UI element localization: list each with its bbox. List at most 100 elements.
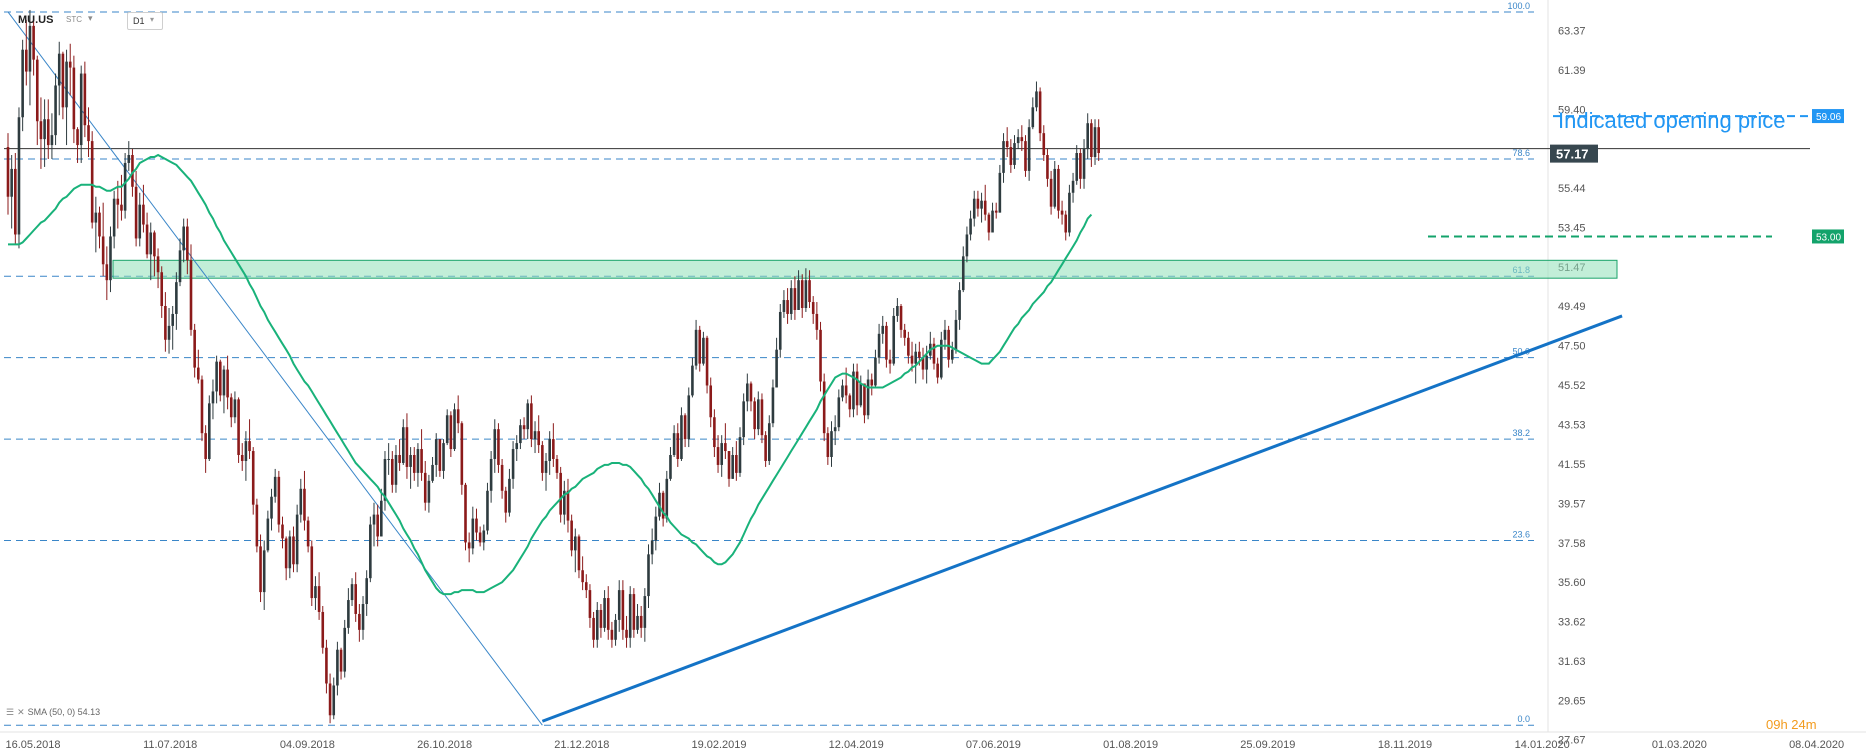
candle — [43, 99, 46, 167]
candle-body — [918, 351, 921, 358]
symbol-label[interactable]: MU.US — [18, 14, 54, 26]
candle — [149, 222, 153, 281]
candle-body — [14, 168, 17, 235]
candle — [1060, 200, 1064, 225]
settings-icon[interactable]: ☰ — [6, 707, 15, 717]
candle-body — [628, 594, 632, 638]
candle — [299, 478, 303, 523]
candle — [760, 393, 764, 444]
candle — [134, 170, 138, 247]
source-label[interactable]: STC — [66, 15, 82, 24]
candle-body — [1049, 178, 1053, 207]
candle-body — [976, 198, 980, 209]
candle — [958, 282, 961, 330]
candle-body — [434, 439, 438, 465]
candle-body — [240, 455, 244, 461]
candle-body — [885, 325, 888, 360]
candle-body — [548, 439, 551, 461]
candle-body — [577, 536, 581, 571]
candle-body — [105, 264, 109, 281]
price-tick-label: 59.40 — [1558, 104, 1586, 116]
candle — [555, 455, 559, 479]
candle — [811, 296, 815, 324]
candle-body — [149, 232, 153, 255]
candle — [482, 524, 486, 551]
candle-body — [325, 647, 328, 684]
candle-body — [76, 129, 79, 146]
candle — [416, 443, 420, 487]
candle — [822, 373, 826, 442]
time-tick-label: 19.02.2019 — [691, 739, 746, 751]
candle — [815, 302, 819, 340]
candle-body — [767, 423, 771, 461]
candle — [112, 190, 116, 249]
candle — [21, 39, 24, 132]
candle-body — [310, 546, 314, 599]
candle-body — [658, 492, 661, 517]
candle-body — [932, 343, 936, 364]
candle — [17, 107, 21, 249]
candle — [182, 218, 185, 263]
candle — [519, 419, 522, 450]
candle-body — [661, 492, 665, 519]
candle-body — [720, 443, 723, 465]
candle — [786, 288, 789, 324]
candle-body — [1002, 141, 1005, 173]
candle — [288, 530, 292, 579]
candle — [153, 230, 156, 277]
candle-body — [21, 49, 24, 118]
candle-body — [251, 451, 255, 505]
candle-body — [588, 590, 592, 618]
candle — [208, 395, 211, 461]
candle — [369, 516, 372, 583]
candle-body — [1075, 153, 1079, 181]
close-icon[interactable]: ✕ — [17, 707, 25, 717]
candle-body — [460, 423, 464, 485]
countdown-label: 09h 24m — [1766, 717, 1817, 732]
candle — [617, 580, 621, 632]
indicator-legend[interactable]: ☰ ✕ SMA (50, 0) 54.13 — [6, 707, 100, 718]
candle — [292, 526, 295, 573]
candle-body — [380, 500, 383, 537]
candle-body — [574, 536, 577, 551]
candle — [1031, 97, 1035, 130]
fib-level-label: 78.6 — [1512, 148, 1530, 158]
fib-level-label: 100.0 — [1507, 1, 1530, 11]
candle — [116, 180, 120, 229]
indicated-opening-annotation: Indicated opening price — [1558, 108, 1786, 133]
candle-body — [215, 361, 218, 392]
time-tick-label: 01.03.2020 — [1652, 739, 1707, 751]
candle — [255, 498, 259, 553]
candle-body — [819, 329, 822, 382]
price-tick-label: 35.60 — [1558, 577, 1586, 589]
candle — [680, 407, 683, 461]
candle — [625, 615, 628, 648]
candle — [493, 419, 497, 473]
candle-body — [336, 649, 339, 686]
candle-body — [423, 472, 427, 503]
timeframe-select[interactable]: D1 ▾ — [127, 12, 163, 30]
candle-body — [680, 415, 683, 459]
candle — [412, 447, 416, 481]
candle-body — [178, 250, 182, 283]
candle — [665, 470, 669, 523]
candle — [237, 397, 240, 463]
candle-body — [738, 437, 742, 473]
candle — [372, 502, 376, 547]
candle-body — [910, 355, 914, 364]
candle — [423, 460, 427, 511]
price-tick-label: 33.62 — [1558, 617, 1586, 629]
candle-body — [369, 524, 372, 579]
candle-body — [142, 204, 145, 225]
candle-body — [1016, 137, 1020, 144]
candle-body — [1035, 91, 1038, 108]
source-dropdown-icon[interactable]: ▾ — [88, 13, 93, 23]
candle-body — [497, 429, 500, 465]
candle — [87, 107, 90, 157]
candle-body — [603, 598, 606, 628]
time-tick-label: 18.11.2019 — [1378, 739, 1432, 751]
candle — [229, 393, 233, 428]
candle-body — [1031, 107, 1035, 128]
candle — [771, 379, 775, 428]
